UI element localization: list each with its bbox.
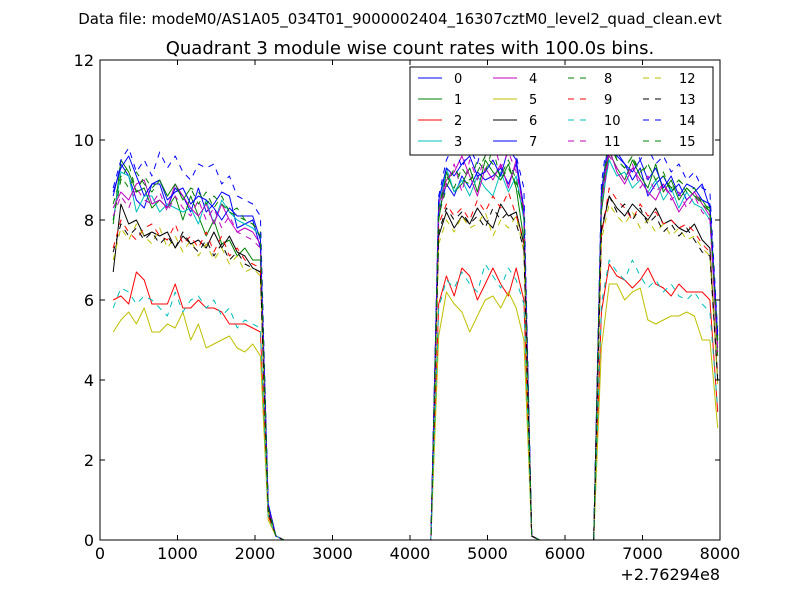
y-tick-label: 6 <box>84 291 94 310</box>
legend-frame <box>409 66 714 156</box>
legend-label-14: 14 <box>679 114 696 129</box>
legend-label-3: 3 <box>454 135 462 150</box>
legend-label-11: 11 <box>604 135 621 150</box>
y-tick-label: 4 <box>84 371 94 390</box>
series-line-8 <box>112 131 719 540</box>
legend-label-1: 1 <box>454 93 462 108</box>
plot-frame <box>99 59 721 541</box>
x-tick-label: 6000 <box>545 544 586 563</box>
series-line-11 <box>112 139 719 540</box>
legend-label-9: 9 <box>604 93 612 108</box>
ticks-layer: 0 1000 2000 3000 4000 5000 6000 7000 80000246810… <box>74 51 741 563</box>
x-tick-label: 3000 <box>312 544 353 563</box>
legend-label-12: 12 <box>679 72 696 87</box>
x-tick-label: 2000 <box>235 544 276 563</box>
series-line-13 <box>112 195 719 540</box>
x-tick-label: 5000 <box>467 544 508 563</box>
legend-label-5: 5 <box>529 93 537 108</box>
plot-title: Quadrant 3 module wise count rates with … <box>166 38 655 59</box>
y-tick-label: 2 <box>84 451 94 470</box>
legend-label-6: 6 <box>529 114 537 129</box>
series-layer <box>112 123 719 540</box>
series-line-15 <box>112 143 719 540</box>
y-tick-label: 12 <box>74 51 94 70</box>
x-tick-label: 7000 <box>622 544 663 563</box>
series-line-6 <box>112 195 719 540</box>
legend-label-7: 7 <box>529 135 537 150</box>
x-offset-label: +2.76294e8 <box>620 565 720 584</box>
legend-label-10: 10 <box>604 114 621 129</box>
x-tick-label: 4000 <box>390 544 431 563</box>
series-line-0 <box>112 143 719 540</box>
legend-label-8: 8 <box>604 72 612 87</box>
legend-label-13: 13 <box>679 93 696 108</box>
y-tick-label: 0 <box>84 531 94 550</box>
series-line-4 <box>112 147 719 540</box>
super-title: Data file: modeM0/AS1A05_034T01_90000024… <box>78 10 722 29</box>
legend-label-2: 2 <box>454 114 462 129</box>
series-line-10 <box>112 259 719 540</box>
series-line-9 <box>112 187 719 540</box>
series-line-5 <box>112 283 719 540</box>
y-tick-label: 8 <box>84 211 94 230</box>
x-tick-label: 1000 <box>157 544 198 563</box>
x-tick-label: 8000 <box>700 544 741 563</box>
y-tick-label: 10 <box>74 131 94 150</box>
x-tick-label: 0 <box>95 544 105 563</box>
legend-label-0: 0 <box>454 72 462 87</box>
legend-label-15: 15 <box>679 135 696 150</box>
series-line-2 <box>112 263 719 540</box>
legend-label-4: 4 <box>529 72 537 87</box>
